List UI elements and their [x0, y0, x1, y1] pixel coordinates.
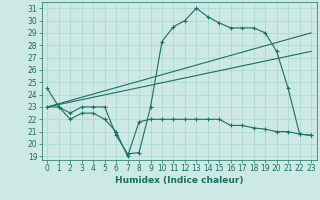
X-axis label: Humidex (Indice chaleur): Humidex (Indice chaleur): [115, 176, 244, 185]
